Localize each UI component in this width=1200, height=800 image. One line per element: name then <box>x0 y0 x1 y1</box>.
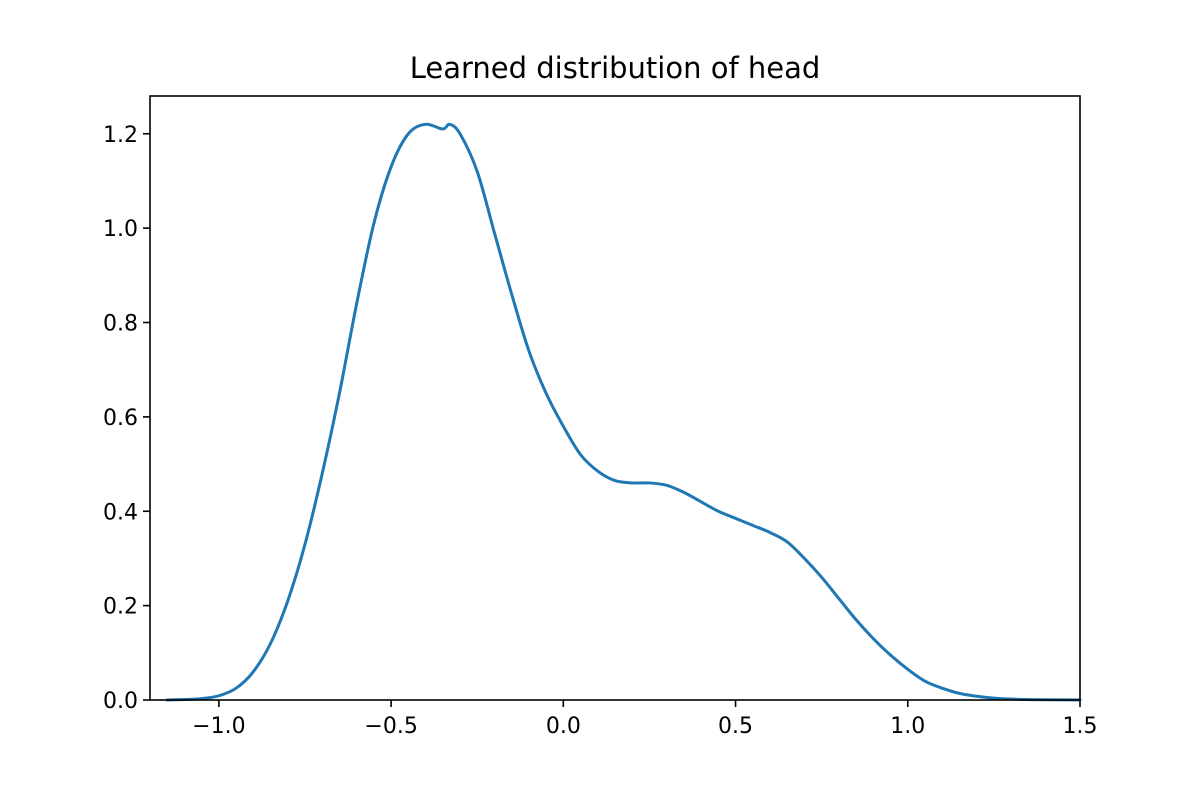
plot-area-frame <box>149 95 1081 701</box>
y-tick-label: 0.8 <box>103 312 138 337</box>
x-tick-label: −0.5 <box>364 714 417 739</box>
x-tick-label: 0.0 <box>546 714 581 739</box>
x-tick-label: 0.5 <box>718 714 753 739</box>
x-tick-label: 1.5 <box>1063 714 1098 739</box>
x-tick-label: −1.0 <box>192 714 245 739</box>
y-axis-ticks: 0.0 0.2 0.4 0.6 0.8 1.0 1.2 <box>103 123 150 714</box>
chart-title: Learned distribution of head <box>410 51 821 85</box>
y-tick-label: 0.6 <box>103 406 138 431</box>
x-tick-label: 1.0 <box>890 714 925 739</box>
series-layer <box>165 122 1082 702</box>
y-tick-label: 0.0 <box>103 689 138 714</box>
y-tick-label: 0.4 <box>103 500 138 525</box>
x-axis-ticks: −1.0 −0.5 0.0 0.5 1.0 1.5 <box>192 700 1098 739</box>
y-tick-label: 0.2 <box>103 595 138 620</box>
y-tick-label: 1.2 <box>103 123 138 148</box>
series-line <box>165 122 1082 702</box>
y-tick-label: 1.0 <box>103 217 138 242</box>
